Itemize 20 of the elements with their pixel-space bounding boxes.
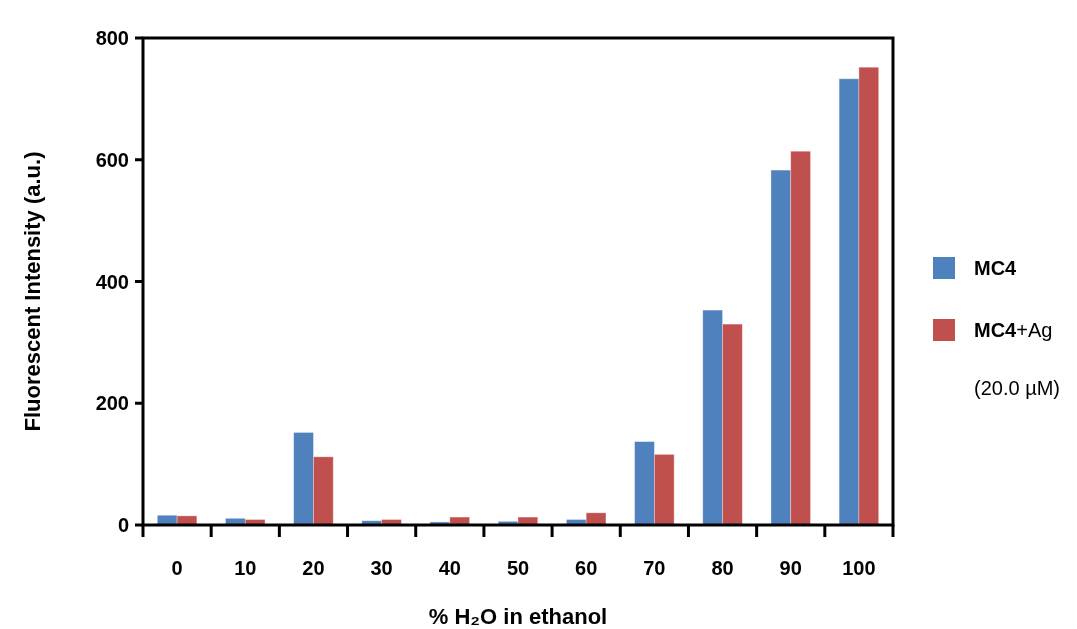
y-tick-label: 0 — [117, 514, 129, 536]
x-tick-label: 20 — [302, 557, 325, 579]
y-tick-label: 600 — [95, 148, 129, 171]
x-tick-label: 80 — [711, 557, 734, 579]
x-tick-label: 30 — [370, 557, 393, 579]
text: MC4+Ag (20.0 µM) — [974, 319, 1060, 399]
x-tick-label: 40 — [438, 557, 461, 579]
y-tick-label: 400 — [95, 270, 129, 293]
x-axis-title: % H₂O in ethanol — [428, 604, 608, 629]
x-tick-label: 90 — [779, 557, 802, 579]
x-tick-label: 0 — [171, 557, 183, 579]
y-tick-label: 200 — [95, 392, 129, 415]
x-tick-label: 100 — [842, 557, 876, 579]
x-tick-label: 50 — [506, 557, 530, 579]
x-tick-label: 60 — [575, 557, 598, 579]
legend-label: MC4 — [974, 257, 1018, 279]
y-tick-label: 800 — [95, 27, 129, 49]
x-tick-label: 10 — [234, 557, 257, 579]
x-tick-label: 70 — [643, 557, 666, 579]
y-axis-title: Fluorescent Intensity (a.u.) — [20, 151, 45, 432]
